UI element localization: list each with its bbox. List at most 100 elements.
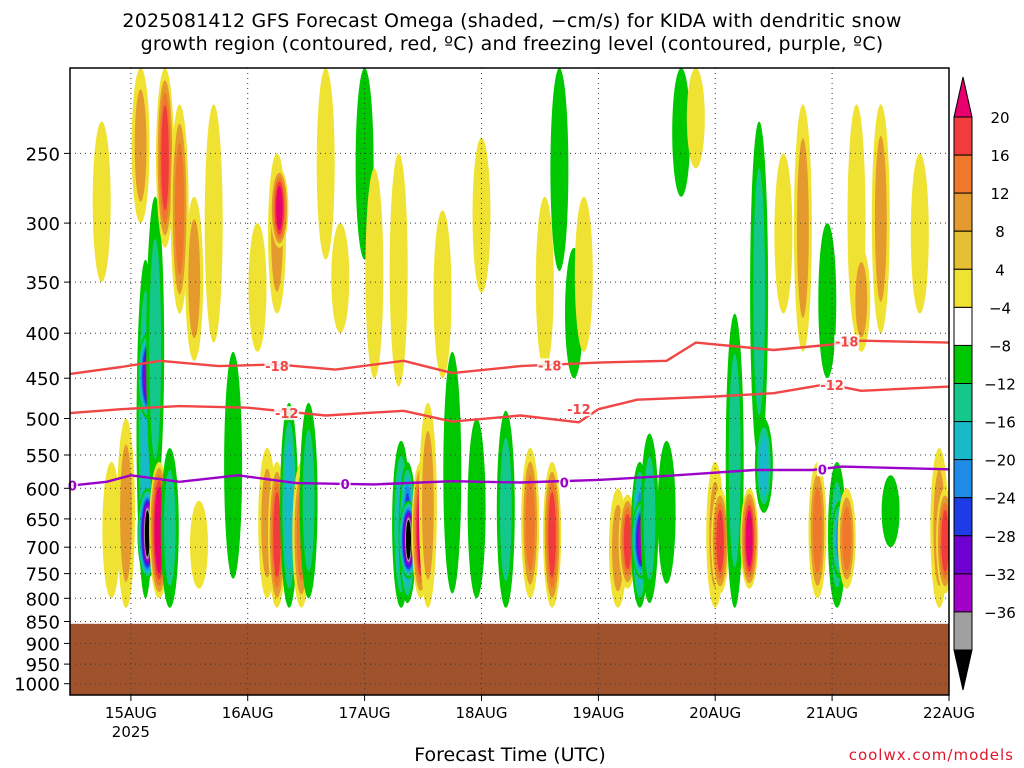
omega-cell-4-level-1 [134,89,147,202]
terrain-layer [70,623,949,695]
omega-cell-12-level-2 [175,142,185,276]
colorbar-label-7: −12 [984,376,1016,394]
colorbar-label-1: 16 [990,147,1009,165]
y-tick-label-1000: 1000 [14,675,60,696]
omega-cell-24-level-1 [302,429,315,572]
omega-cell-7-level-8 [144,510,150,557]
x-tick-year-label: 2025 [112,723,150,741]
y-tick-label-400: 400 [26,324,60,345]
y-tick-label-750: 750 [26,565,60,586]
contour-label-8: 0 [560,477,569,492]
omega-cell-28-level-0 [365,168,384,379]
omega-cell-8-level-1 [149,238,162,459]
colorbar-label-2: 12 [990,185,1009,203]
colorbar-box-0 [953,116,973,156]
omega-cell-39-level-1 [499,437,512,581]
contour-label-3: -12 [275,407,299,422]
colorbar-label-0: 20 [990,109,1009,127]
colorbar-label-3: 8 [995,223,1005,241]
colorbar-box-4 [953,268,973,308]
colorbar-box-13 [953,611,973,651]
x-tick-label-21AUG: 21AUG [806,704,858,722]
omega-cell-56-level-1 [728,354,741,568]
omega-cell-34-level-1 [422,431,434,580]
omega-cell-38-level-0 [472,137,491,293]
x-tick-label-16AUG: 16AUG [222,704,274,722]
contour-label-bg-8 [558,475,570,490]
colorbar-label-13: −36 [984,604,1016,622]
y-tick-label-850: 850 [26,613,60,634]
omega-cell-13-level-1 [188,219,201,339]
y-tick-label-700: 700 [26,538,60,559]
omega-cell-35-level-0 [433,210,452,379]
y-tick-label-350: 350 [26,273,60,294]
terrain-fill [70,623,949,695]
omega-cell-41-level-0 [535,196,554,370]
omega-cell-21-level-4 [276,185,283,231]
omega-cell-71-level-0 [910,153,929,314]
y-tick-label-300: 300 [26,214,60,235]
y-tick-label-950: 950 [26,655,60,676]
contour-label-bg-1 [537,358,563,373]
colorbar-label-12: −32 [984,566,1016,584]
contour-label-0: -18 [265,360,289,375]
y-axis-ticks: 2503003504004505005506006507007508008509… [14,144,70,696]
contour-labels: -18 -18 -18 -12 -12 -12 0 0 0 0 [66,334,860,495]
omega-cell-26-level-0 [331,223,350,334]
contour-label-5: -12 [820,379,844,394]
x-tick-label-20AUG: 20AUG [689,704,741,722]
x-axis-ticks: 15AUG 16AUG 17AUG 18AUG 19AUG 20AUG 21AUG 22AUG… [105,695,975,741]
colorbar-box-12 [953,573,973,613]
contour-label-bg-9 [816,462,828,477]
y-tick-label-900: 900 [26,634,60,655]
omega-cell-69-level-1 [874,135,887,302]
chart-title-line-2: growth region (contoured, red, ºC) and f… [140,33,884,55]
contour-line--18-0 [70,339,949,376]
contour-label-bg-0 [264,359,290,374]
y-tick-label-600: 600 [26,479,60,500]
x-tick-label-18AUG: 18AUG [456,704,508,722]
colorbar-label-9: −20 [984,452,1016,470]
colorbar-box-9 [953,459,973,499]
colorbar-box-11 [953,535,973,575]
x-tick-label-15AUG: 15AUG [105,704,157,722]
omega-cell-22-level-2 [284,440,294,571]
omega-cell-32-level-8 [406,519,411,560]
contour-label-7: 0 [341,478,350,493]
omega-cell-57-level-4 [746,510,753,567]
omega-cell-14-level-0 [190,500,208,589]
omega-shading [92,68,949,608]
contour-label-bg-4 [566,402,592,417]
colorbar-box-2 [953,192,973,232]
omega-cell-25-level-0 [316,68,335,260]
omega-cell-43-level-0 [550,68,569,271]
colorbar: 20 16 12 8 4 −4 −8 −12 −16 −20 −24 −28 −32 −36 [953,76,1016,691]
colorbar-label-6: −8 [989,337,1011,355]
plot-frame [69,67,950,696]
omega-cell-61-level-1 [797,138,809,318]
omega-cell-51-level-0 [657,440,676,584]
omega-cell-3-level-1 [120,444,132,582]
colorbar-box-6 [953,344,973,384]
colorbar-label-11: −28 [984,528,1016,546]
credit-link[interactable]: coolwx.com/models [848,746,1014,764]
omega-cell-2-level-0 [102,461,121,599]
x-tick-label-19AUG: 19AUG [572,704,624,722]
y-tick-label-800: 800 [26,589,60,610]
omega-cell-17-level-0 [248,223,267,352]
y-tick-label-650: 650 [26,510,60,531]
omega-cell-58-level-1 [753,168,765,416]
omega-cell-15-level-0 [204,104,223,343]
omega-cell-62-level-2 [812,486,823,574]
omega-cell-68-level-1 [855,262,868,338]
x-tick-label-22AUG: 22AUG [923,704,975,722]
y-tick-label-250: 250 [26,144,60,165]
y-tick-label-550: 550 [26,446,60,467]
contour-lines [70,339,949,487]
omega-cell-50-level-1 [643,456,656,580]
contour-label-9: 0 [818,463,827,478]
omega-cell-16-level-0 [224,351,243,579]
omega-cell-40-level-2 [525,475,535,571]
colorbar-label-8: −16 [984,414,1016,432]
contour-label-bg-5 [819,378,845,392]
